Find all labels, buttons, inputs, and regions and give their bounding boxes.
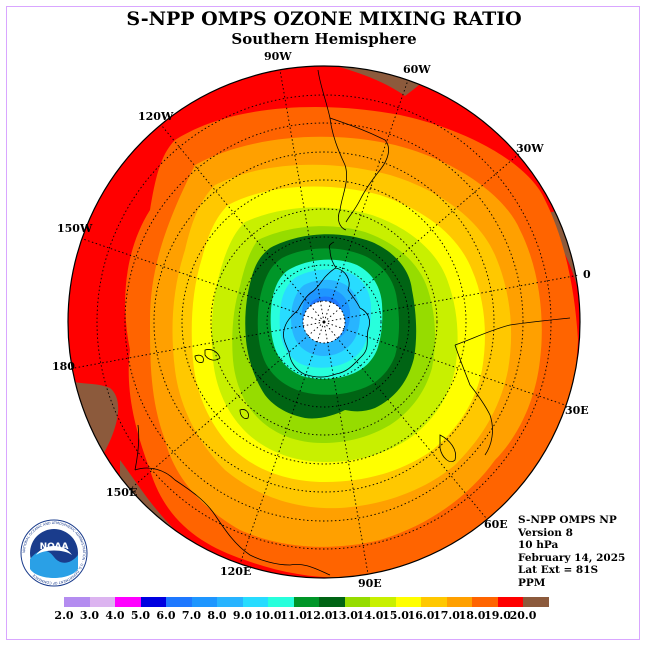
madagascar [439, 434, 457, 463]
colorbar-cell [395, 597, 421, 607]
noaa-logo-icon: NOAA NATIONAL OCEANIC AND ATMOSPHERIC AD… [20, 519, 88, 587]
info-block: S-NPP OMPS NP Version 8 10 hPa February … [518, 514, 625, 589]
info-version: Version 8 [518, 526, 573, 539]
lon-label-120e: 120E [220, 565, 252, 578]
coastlines [134, 69, 571, 576]
colorbar-cell [497, 597, 523, 607]
colorbar-cell [293, 597, 319, 607]
colorbar-cell [242, 597, 268, 607]
colorbar-cell [268, 597, 294, 607]
colorbar-cell [523, 597, 549, 607]
longitude-lines [68, 69, 580, 575]
info-lat-extent: Lat Ext = 81S [518, 564, 599, 576]
colorbar-cell [217, 597, 243, 607]
new-zealand [194, 349, 221, 363]
colorbar-cell [472, 597, 498, 607]
lon-label-150w: 150W [57, 222, 93, 235]
info-units: PPM [518, 576, 546, 589]
colorbar-cell [89, 597, 115, 607]
colorbar-tick-label: 9.0 [232, 609, 253, 622]
lon-label-120w: 120W [138, 110, 174, 123]
tasmania [239, 409, 249, 419]
colorbar-cell [319, 597, 345, 607]
colorbar-tick-label: 10.0 [254, 609, 282, 622]
colorbar-cell [191, 597, 217, 607]
colorbar-tick-label: 11.0 [280, 609, 307, 622]
page-title: S-NPP OMPS OZONE MIXING RATIO [126, 8, 522, 30]
lon-label-90e: 90E [358, 577, 382, 590]
colorbar-cell [64, 597, 90, 607]
colorbar-tick-label: 5.0 [130, 609, 151, 622]
antarctic-peninsula [328, 241, 337, 269]
lon-label-30w: 30W [516, 142, 544, 155]
page-subtitle: Southern Hemisphere [231, 30, 417, 48]
colorbar-cell [421, 597, 447, 607]
lon-label-90w: 90W [264, 50, 292, 63]
colorbar-tick-label: 6.0 [156, 609, 176, 622]
africa-coast [454, 317, 571, 456]
colorbar-tick-label: 2.0 [54, 609, 74, 622]
lon-label-60e: 60E [484, 518, 508, 531]
colorbar-tick-label: 19.0 [484, 609, 511, 622]
colorbar-tick-label: 13.0 [331, 609, 358, 622]
info-instrument: S-NPP OMPS NP [518, 514, 617, 526]
colorbar-tick-label: 14.0 [356, 609, 384, 622]
noaa-logo-text: NOAA [40, 542, 69, 552]
colorbar-tick-label: 12.0 [305, 609, 333, 622]
plot-frame [6, 6, 640, 640]
antarctica-coast [283, 267, 370, 378]
colorbar-cell [115, 597, 141, 607]
lon-label-0: 0 [583, 268, 591, 281]
colorbar-cell [166, 597, 192, 607]
map-border [67, 65, 581, 579]
colorbar-tick-label: 3.0 [79, 609, 100, 622]
info-pressure-level: 10 hPa [518, 539, 559, 551]
south-america-coast [317, 69, 390, 231]
lon-label-30e: 30E [565, 404, 589, 417]
australia-coast [134, 424, 331, 576]
colorbar-tick-label: 4.0 [105, 609, 125, 622]
colorbar-cell [370, 597, 396, 607]
colorbar-tick-label: 17.0 [433, 609, 460, 622]
colorbar-cell [140, 597, 166, 607]
colorbar-ticks: 2.0 3.0 4.0 5.0 6.0 7.0 8.0 9.0 10.0 11.0 12.0 13.0… [0, 609, 648, 623]
colorbar-tick-label: 18.0 [458, 609, 486, 622]
colorbar-cell [344, 597, 370, 607]
colorbar-cell [446, 597, 472, 607]
lon-label-60w: 60W [403, 63, 431, 76]
colorbar [64, 597, 549, 608]
colorbar-tick-label: 16.0 [407, 609, 435, 622]
colorbar-tick-label: 8.0 [207, 609, 227, 622]
lon-label-150e: 150E [106, 486, 138, 499]
colorbar-tick-label: 15.0 [382, 609, 409, 622]
colorbar-tick-label: 7.0 [181, 609, 202, 622]
lon-label-180: 180 [52, 360, 75, 373]
colorbar-tick-label: 20.0 [509, 609, 537, 622]
info-date: February 14, 2025 [518, 551, 626, 564]
